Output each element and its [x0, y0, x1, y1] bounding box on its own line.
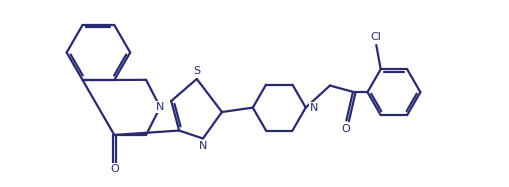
- Text: O: O: [110, 164, 119, 174]
- Text: S: S: [193, 66, 200, 76]
- Text: Cl: Cl: [370, 32, 381, 42]
- Text: O: O: [341, 124, 349, 134]
- Text: N: N: [309, 103, 317, 113]
- Text: N: N: [156, 102, 164, 112]
- Text: N: N: [199, 141, 207, 151]
